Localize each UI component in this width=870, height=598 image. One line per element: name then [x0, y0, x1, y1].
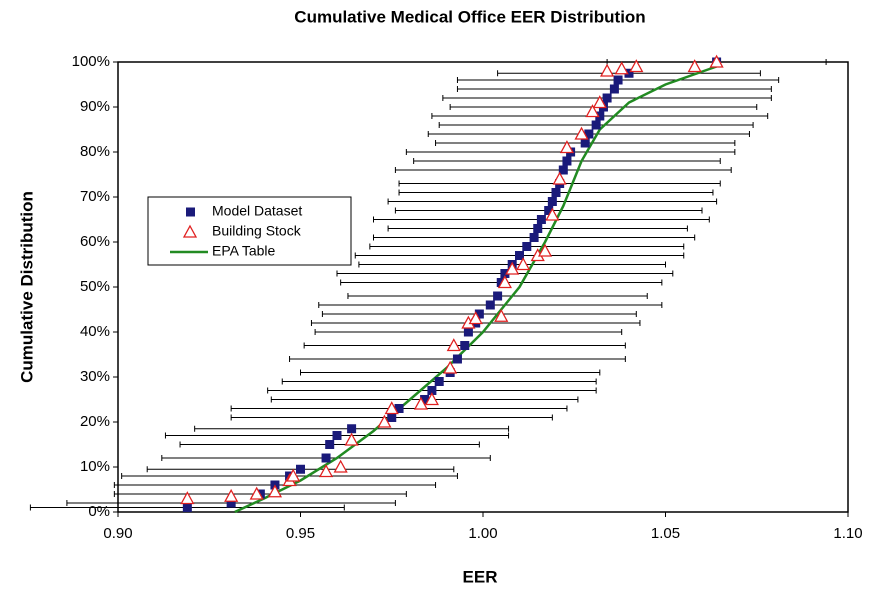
- stock-point: [333, 459, 348, 473]
- model-point: [485, 300, 495, 310]
- plot-frame: [117, 61, 849, 513]
- model-point: [394, 404, 404, 413]
- stock-point: [545, 207, 560, 221]
- model-point: [591, 120, 601, 130]
- stock-point: [443, 360, 458, 374]
- stock-point: [446, 338, 461, 352]
- legend-label: Building Stock: [212, 223, 302, 239]
- legend-marker: [182, 224, 198, 238]
- model-point: [558, 165, 568, 175]
- model-point: [332, 431, 342, 440]
- stock-point: [344, 432, 359, 446]
- stock-point: [552, 171, 567, 185]
- model-point: [544, 206, 554, 215]
- model-point: [463, 327, 473, 337]
- model-point: [321, 453, 331, 463]
- stock-point: [600, 63, 615, 77]
- y-tick-label: 60%: [80, 233, 110, 250]
- legend-marker: [186, 207, 195, 217]
- legend-label: EPA Table: [212, 243, 276, 259]
- model-point: [420, 395, 430, 404]
- model-point: [387, 413, 397, 422]
- chart-title: Cumulative Medical Office EER Distributi…: [294, 7, 645, 26]
- model-point: [562, 156, 572, 166]
- epa-line: [234, 65, 718, 514]
- y-tick-label: 80%: [80, 143, 110, 160]
- legend-label: Model Dataset: [212, 203, 302, 219]
- stock-point: [585, 104, 600, 118]
- y-tick-label: 100%: [72, 53, 110, 70]
- stock-point: [629, 59, 644, 73]
- y-axis-label: Cumulative Distribution: [17, 191, 36, 383]
- model-point: [536, 215, 546, 224]
- y-tick-label: 20%: [80, 413, 110, 430]
- model-point: [547, 197, 557, 206]
- legend: [147, 196, 352, 266]
- model-point: [347, 424, 357, 434]
- y-tick-label: 40%: [80, 323, 110, 340]
- stock-point: [505, 261, 520, 275]
- x-tick-label: 0.90: [103, 525, 132, 542]
- stock-point: [413, 396, 429, 410]
- y-tick-label: 10%: [80, 458, 110, 475]
- model-point: [427, 386, 437, 395]
- model-point: [609, 84, 619, 94]
- model-point: [515, 251, 524, 260]
- model-point: [529, 233, 539, 242]
- stock-point: [516, 257, 531, 271]
- stock-point: [424, 392, 439, 406]
- stock-point: [574, 126, 589, 140]
- stock-point: [709, 54, 724, 68]
- x-axis-label: EER: [463, 567, 498, 586]
- model-point: [226, 498, 236, 508]
- model-point: [584, 129, 594, 139]
- model-point: [580, 138, 590, 148]
- stock-point: [687, 59, 702, 73]
- model-point: [500, 269, 510, 278]
- stock-point: [318, 464, 334, 478]
- model-point: [551, 188, 561, 197]
- model-point: [296, 464, 305, 474]
- y-tick-label: 50%: [80, 278, 110, 295]
- stock-point: [592, 95, 607, 109]
- stock-point: [614, 61, 629, 75]
- stock-point: [267, 484, 283, 498]
- stock-point: [559, 140, 575, 154]
- model-point: [493, 291, 503, 301]
- y-tick-label: 0%: [88, 503, 110, 520]
- model-point: [613, 75, 623, 85]
- model-point: [452, 354, 462, 364]
- model-point: [595, 111, 605, 121]
- model-point: [602, 93, 612, 103]
- model-point: [474, 309, 484, 319]
- model-point: [522, 242, 532, 251]
- stock-point: [249, 486, 264, 500]
- stock-point: [468, 311, 483, 325]
- x-tick-label: 1.05: [651, 525, 680, 542]
- stock-point: [537, 243, 553, 257]
- y-tick-label: 30%: [80, 368, 110, 385]
- x-tick-label: 0.95: [286, 525, 315, 542]
- y-tick-label: 70%: [80, 188, 110, 205]
- y-tick-label: 90%: [80, 98, 110, 115]
- stock-point: [377, 414, 392, 428]
- stock-point: [497, 275, 512, 289]
- model-point: [182, 503, 192, 512]
- x-tick-label: 1.00: [468, 525, 497, 542]
- model-point: [460, 341, 470, 350]
- model-point: [434, 377, 444, 386]
- stock-point: [180, 491, 195, 505]
- model-point: [624, 68, 634, 78]
- stock-point: [494, 308, 509, 322]
- stock-point: [224, 488, 239, 502]
- model-point: [533, 224, 543, 233]
- stock-point: [384, 401, 399, 415]
- x-tick-label: 1.10: [833, 525, 862, 542]
- stock-point: [286, 468, 301, 482]
- model-point: [325, 440, 335, 449]
